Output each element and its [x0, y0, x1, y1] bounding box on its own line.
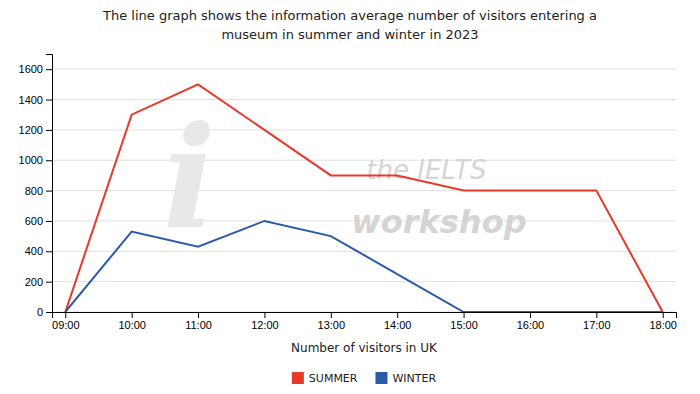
y-axis: 0 200 400 600 800 1000 1200 1400 1600: [19, 55, 53, 319]
x-tick: 14:00: [384, 312, 412, 331]
x-tick: 12:00: [251, 312, 279, 331]
tick-label: 09:00: [52, 319, 80, 331]
y-tick: 1600: [19, 63, 52, 75]
tick-mark: [46, 282, 52, 283]
tick-label: 800: [25, 185, 43, 197]
tick-label: 13:00: [318, 319, 346, 331]
y-tick: 200: [25, 276, 52, 288]
legend-label: SUMMER: [309, 372, 358, 385]
tick-mark: [46, 312, 52, 313]
tick-mark: [46, 221, 52, 222]
axis-line: [53, 313, 677, 319]
title: The line graph shows the information ave…: [102, 8, 597, 42]
legend: SUMMER WINTER: [292, 372, 437, 385]
legend-swatch: [375, 372, 387, 384]
watermark: i: [163, 96, 216, 260]
legend-swatch: [292, 372, 304, 384]
tick-mark: [397, 312, 398, 318]
y-tick: 600: [25, 215, 52, 227]
y-tick: 400: [25, 245, 52, 257]
tick-label: 15:00: [450, 319, 478, 331]
watermark: the IELTS: [366, 155, 486, 185]
y-tick: 1400: [19, 94, 52, 106]
legend-item: SUMMER: [292, 372, 358, 385]
tick-label: 10:00: [118, 319, 146, 331]
tick-label: 400: [25, 245, 43, 257]
tick-label: 0: [37, 306, 43, 318]
grid-line: [52, 251, 676, 252]
y-tick: 1200: [19, 124, 52, 136]
grid-line: [52, 99, 676, 100]
grid: [52, 69, 676, 312]
tick-label: 600: [25, 215, 43, 227]
plot: i the IELTS workshop 09:00 10:00 11:00 12:00 13…: [19, 55, 677, 331]
tick-label: 1000: [19, 154, 43, 166]
x-tick: 09:00: [52, 312, 80, 331]
tick-label: 18:00: [649, 319, 677, 331]
tick-label: 17:00: [583, 319, 611, 331]
grid-line: [52, 281, 676, 282]
x-tick: 15:00: [450, 312, 478, 331]
grid-line: [52, 160, 676, 161]
y-tick: 1000: [19, 154, 52, 166]
x-axis-title: Number of visitors in UK: [291, 341, 438, 355]
tick-mark: [65, 312, 66, 318]
grid-line: [52, 129, 676, 130]
x-tick: 18:00: [649, 312, 677, 331]
tick-label: 11:00: [185, 319, 212, 331]
chart: i the IELTS workshop 09:00 10:00 11:00 12:00 13…: [0, 0, 700, 394]
tick-label: 16:00: [517, 319, 545, 331]
tick-mark: [464, 312, 465, 318]
tick-label: 14:00: [384, 319, 412, 331]
tick-mark: [264, 312, 265, 318]
tick-mark: [46, 69, 52, 70]
x-tick: 11:00: [185, 312, 212, 331]
tick-mark: [530, 312, 531, 318]
tick-label: 1200: [19, 124, 43, 136]
legend-item: WINTER: [375, 372, 436, 385]
tick-mark: [663, 312, 664, 318]
tick-label: 1600: [19, 63, 43, 75]
tick-mark: [596, 312, 597, 318]
line: [65, 84, 662, 312]
y-tick: 800: [25, 185, 52, 197]
axis-line: [46, 55, 53, 313]
grid-line: [52, 69, 676, 70]
tick-mark: [46, 191, 52, 192]
y-tick: 0: [37, 306, 52, 318]
tick-mark: [198, 312, 199, 318]
legend-label: WINTER: [392, 372, 436, 385]
tick-mark: [46, 100, 52, 101]
x-tick: 13:00: [318, 312, 346, 331]
tick-mark: [46, 130, 52, 131]
watermark: workshop: [351, 203, 526, 241]
x-tick: 17:00: [583, 312, 611, 331]
tick-mark: [46, 160, 52, 161]
x-axis: 09:00 10:00 11:00 12:00 13:00 14:00 15:00 16:00…: [52, 312, 677, 331]
tick-label: 200: [25, 276, 43, 288]
tick-label: 12:00: [251, 319, 279, 331]
tick-mark: [132, 312, 133, 318]
tick-mark: [46, 251, 52, 252]
line: [65, 221, 662, 312]
tick-label: 1400: [19, 94, 43, 106]
x-tick: 16:00: [517, 312, 545, 331]
lines: [65, 84, 662, 312]
tick-mark: [331, 312, 332, 318]
x-tick: 10:00: [118, 312, 146, 331]
